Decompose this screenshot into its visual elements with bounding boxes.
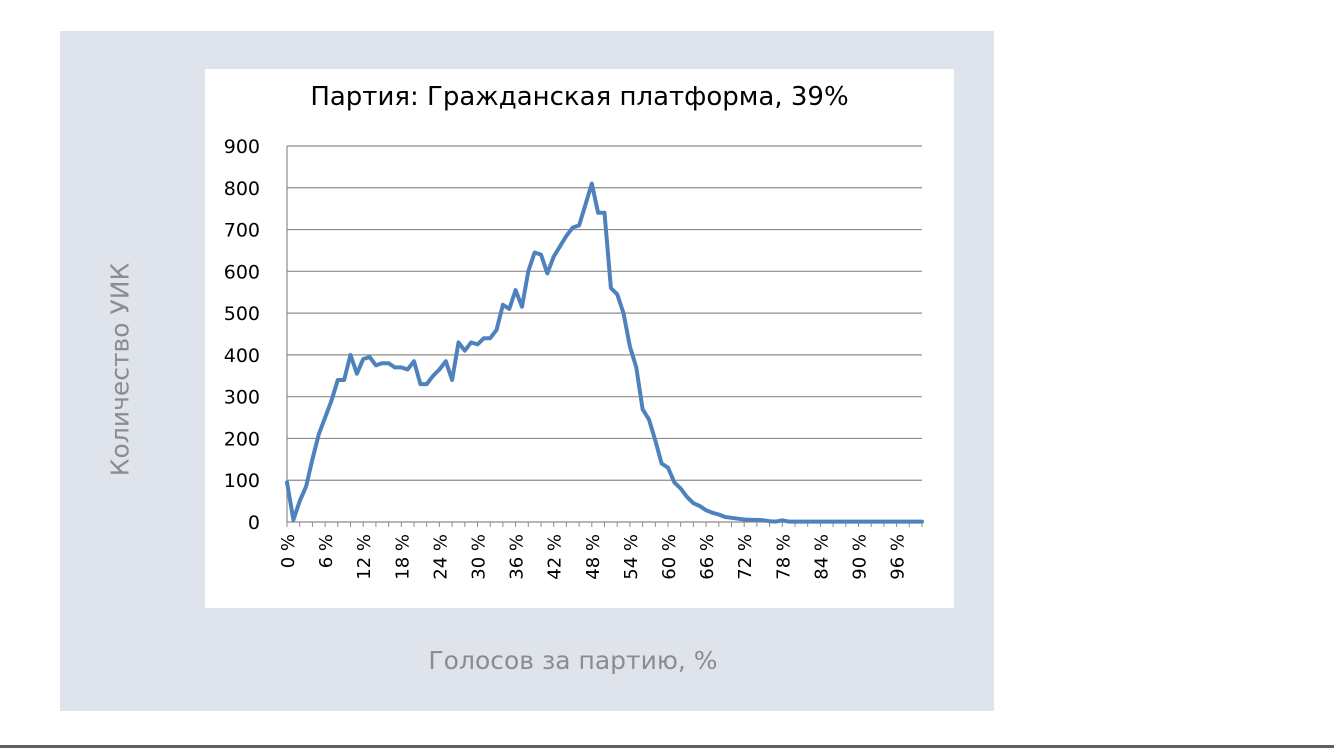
x-tick-label: 42 % — [545, 534, 566, 580]
x-tick-label: 78 % — [773, 534, 794, 580]
y-tick-label: 700 — [224, 220, 260, 242]
x-tick-label: 36 % — [507, 534, 528, 580]
plot-area — [205, 69, 954, 608]
x-tick-label: 72 % — [735, 534, 756, 580]
page-divider — [0, 745, 1334, 748]
x-tick-label: 6 % — [316, 534, 337, 568]
x-tick-label: 30 % — [469, 534, 490, 580]
y-tick-label: 0 — [248, 512, 260, 534]
y-tick-label: 500 — [224, 303, 260, 325]
x-tick-label: 0 % — [278, 534, 299, 568]
x-axis-label: Голосов за партию, % — [428, 646, 718, 675]
y-tick-label: 300 — [224, 387, 260, 409]
x-tick-label: 24 % — [430, 534, 451, 580]
series-line — [285, 181, 924, 524]
y-tick-label: 600 — [224, 261, 260, 283]
x-tick-label: 12 % — [354, 534, 375, 580]
x-tick-label: 48 % — [583, 534, 604, 580]
x-tick-label: 84 % — [811, 534, 832, 580]
y-tick-label: 900 — [224, 136, 260, 158]
x-tick-label: 90 % — [850, 534, 871, 580]
x-tick-label: 60 % — [659, 534, 680, 580]
x-tick-label: 66 % — [697, 534, 718, 580]
x-tick-label: 18 % — [392, 534, 413, 580]
x-tick-label: 54 % — [621, 534, 642, 580]
y-tick-label: 100 — [224, 470, 260, 492]
x-tick-label: 96 % — [888, 534, 909, 580]
y-tick-label: 800 — [224, 178, 260, 200]
y-tick-label: 400 — [224, 345, 260, 367]
y-tick-label: 200 — [224, 428, 260, 450]
chart-title: Партия: Гражданская платформа, 39% — [310, 82, 849, 112]
